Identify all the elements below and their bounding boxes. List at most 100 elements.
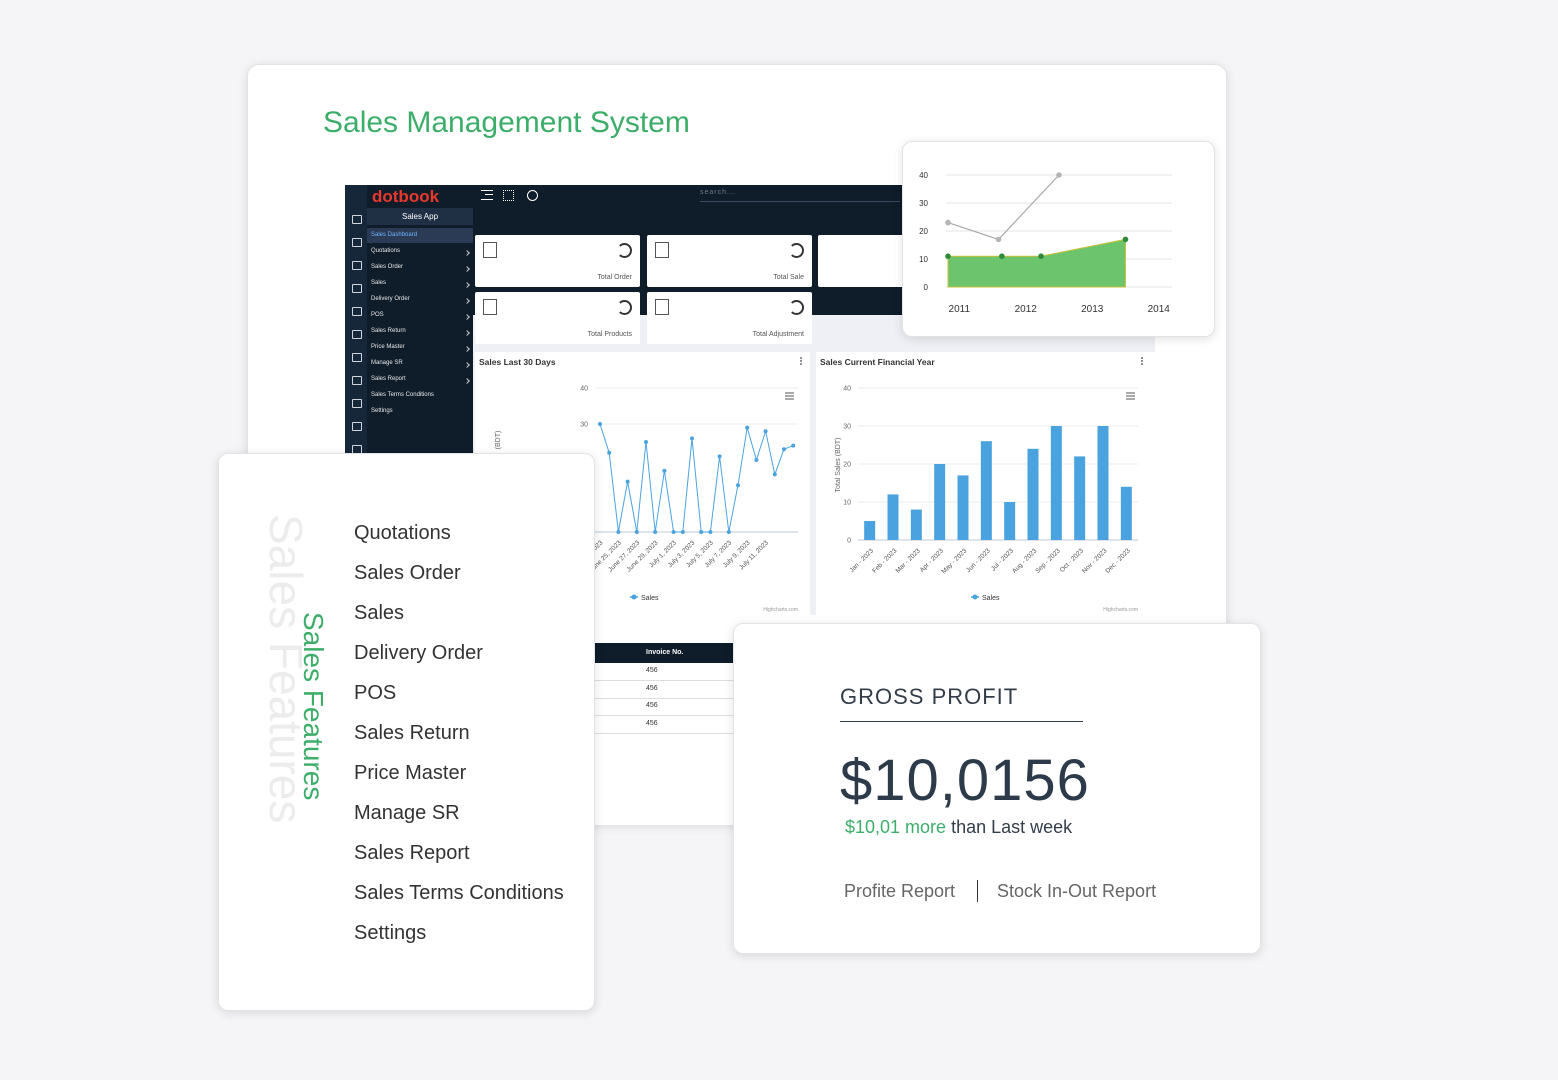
- bar: [1074, 456, 1086, 540]
- feature-item[interactable]: Sales Terms Conditions: [354, 882, 564, 904]
- stat-card: Total Sale: [647, 235, 812, 287]
- y-tick-label: 30: [580, 422, 588, 429]
- stat-card: Total Products: [475, 292, 640, 344]
- app-name: Sales App: [367, 208, 473, 225]
- features-title: Sales Features: [298, 612, 329, 801]
- data-point: [1056, 172, 1062, 178]
- data-point: [772, 472, 777, 477]
- data-point: [745, 425, 750, 430]
- feature-item[interactable]: Sales: [354, 602, 405, 624]
- legend-label: Sales: [641, 595, 659, 602]
- data-point: [680, 530, 685, 534]
- feature-item[interactable]: Quotations: [354, 522, 451, 544]
- data-point: [995, 236, 1002, 243]
- y-tick-label: 40: [580, 386, 588, 393]
- data-point: [945, 219, 951, 226]
- area: [947, 238, 1126, 288]
- menu-icon[interactable]: [481, 190, 493, 200]
- legend-marker: [972, 594, 978, 600]
- stat-label: Total Adjustment: [752, 331, 804, 338]
- stat-card: Total Order: [475, 235, 640, 287]
- feature-item[interactable]: Price Master: [354, 762, 467, 784]
- menu-item[interactable]: Price Master: [371, 344, 405, 350]
- invoice-table: Invoice No.: [593, 643, 733, 825]
- feature-item[interactable]: Manage SR: [354, 802, 460, 824]
- search[interactable]: search...: [700, 189, 900, 202]
- data-point: [607, 450, 612, 455]
- stat-label: Total Sale: [773, 274, 804, 281]
- bar: [1050, 426, 1062, 540]
- y-axis-label: Total Sales (BDT): [835, 438, 842, 493]
- bar: [934, 464, 946, 540]
- refresh-icon[interactable]: [789, 300, 804, 315]
- link-separator: [977, 880, 978, 902]
- feature-item[interactable]: Sales Return: [354, 722, 470, 744]
- menu-item[interactable]: Sales Dashboard: [371, 232, 418, 238]
- page-title: Sales Management System: [323, 106, 690, 139]
- data-line: [599, 423, 794, 533]
- stat-label: Total Products: [587, 331, 632, 338]
- report-link[interactable]: Stock In-Out Report: [997, 881, 1157, 901]
- menu-item[interactable]: Sales Order: [371, 264, 404, 270]
- data-point: [662, 468, 667, 473]
- menu-item[interactable]: Sales: [371, 280, 387, 286]
- y-tick-label: 20: [843, 462, 851, 469]
- data-point: [736, 483, 740, 488]
- table-cell: 456: [646, 667, 658, 674]
- data-point: [782, 447, 786, 452]
- globe-icon[interactable]: [527, 190, 538, 201]
- credit: Highcharts.com: [763, 607, 798, 613]
- bar: [864, 521, 876, 540]
- x-tick-label: 2014: [1148, 304, 1171, 315]
- stat-card: [818, 235, 908, 287]
- bar: [957, 475, 969, 540]
- icon-rail: [345, 185, 367, 455]
- card-icon: [483, 299, 497, 315]
- menu-item[interactable]: Settings: [371, 408, 393, 414]
- card-icon: [655, 299, 669, 315]
- menu-icon: [352, 261, 362, 270]
- more-icon: [1141, 357, 1143, 359]
- feature-item[interactable]: Sales Report: [354, 842, 470, 864]
- menu-item[interactable]: Delivery Order: [371, 296, 410, 302]
- profit-rule: [840, 721, 1083, 722]
- menu-icon: [352, 353, 362, 362]
- x-tick-label: 2012: [1015, 304, 1038, 315]
- feature-item[interactable]: Delivery Order: [354, 642, 483, 664]
- x-tick-label: 2013: [1081, 304, 1104, 315]
- refresh-icon[interactable]: [617, 300, 632, 315]
- menu-item[interactable]: Quotations: [371, 248, 401, 254]
- more-icon: [800, 357, 802, 359]
- more-icon: [800, 360, 802, 362]
- menu-icon: [352, 422, 362, 431]
- table-cell: 456: [646, 702, 658, 709]
- data-point: [999, 253, 1005, 259]
- feature-item[interactable]: POS: [354, 682, 397, 704]
- table-row: 456: [593, 698, 733, 716]
- features-watermark: Sales Features: [260, 514, 312, 824]
- menu-item[interactable]: POS: [371, 312, 384, 318]
- menu-item[interactable]: Sales Terms Conditions: [371, 392, 434, 398]
- table-header: [593, 643, 733, 663]
- menu-item[interactable]: Manage SR: [371, 360, 403, 366]
- menu-icon: [352, 215, 362, 224]
- y-tick-label: 30: [843, 424, 851, 431]
- menu-item[interactable]: Sales Report: [371, 376, 406, 382]
- profit-change: $10,01 more than Last week: [845, 817, 1072, 838]
- table-row: 456: [593, 681, 733, 699]
- feature-item[interactable]: Sales Order: [354, 562, 461, 584]
- more-icon: [1141, 360, 1143, 362]
- apps-icon[interactable]: [503, 190, 514, 201]
- bar: [1120, 486, 1132, 540]
- feature-item[interactable]: Settings: [354, 922, 427, 944]
- data-point: [717, 454, 722, 459]
- y-tick-label: 0: [847, 538, 851, 545]
- report-link[interactable]: Profite Report: [844, 881, 956, 901]
- y-tick-label: 40: [843, 386, 851, 393]
- refresh-icon[interactable]: [789, 243, 804, 258]
- refresh-icon[interactable]: [617, 243, 632, 258]
- menu-item[interactable]: Sales Return: [371, 328, 406, 334]
